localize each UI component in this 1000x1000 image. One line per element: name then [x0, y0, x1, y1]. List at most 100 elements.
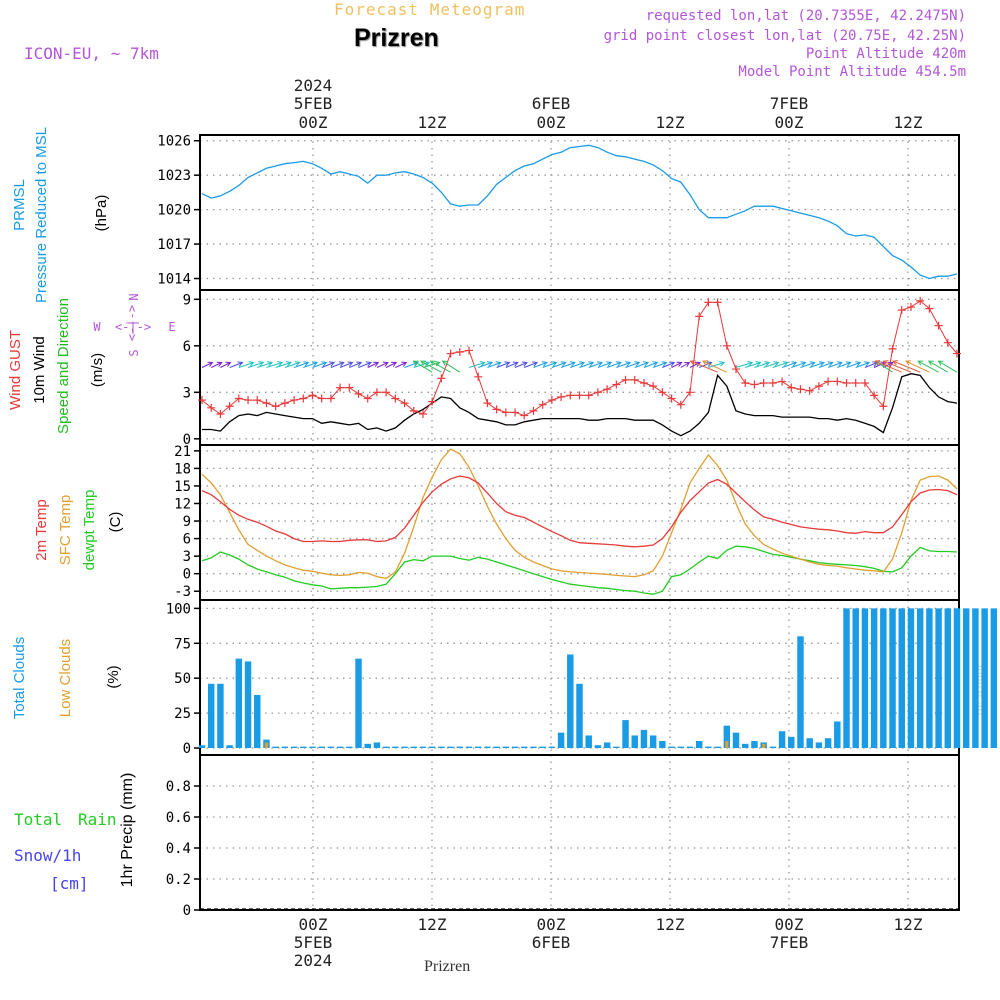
wind-arrow-head — [487, 361, 493, 367]
wind-arrow-head — [927, 360, 934, 366]
gust-marker — [879, 402, 888, 411]
gust-marker — [934, 321, 943, 330]
cloud-bar — [806, 738, 813, 749]
compass-south: S — [127, 349, 141, 356]
wind-direction-arrow — [800, 362, 815, 368]
wind-arrow-head — [321, 361, 328, 367]
wind-arrow-head — [237, 361, 244, 367]
gust-marker — [529, 406, 538, 415]
wind-direction-arrow — [201, 362, 213, 368]
wind-arrow-head — [479, 361, 486, 367]
wind-arrow-head — [684, 361, 691, 368]
wind-direction-arrow — [791, 362, 806, 368]
cloud-bar — [797, 636, 804, 749]
wind-arrow-head — [634, 361, 641, 367]
wind-direction-arrow — [597, 362, 612, 368]
low-cloud-bar — [762, 743, 766, 749]
cloud-bar — [898, 608, 905, 749]
gust-marker — [547, 396, 556, 405]
y-tick-label: 0 — [183, 432, 191, 448]
cloud-bar — [576, 683, 583, 749]
cloud-bar — [198, 745, 206, 749]
wind-direction-arrow — [772, 362, 788, 368]
gust-marker — [428, 397, 437, 406]
series-dewpt-temp — [201, 545, 958, 595]
gust-marker — [667, 394, 676, 403]
gust-marker — [953, 349, 961, 358]
wind-direction-arrow — [551, 362, 566, 368]
wind-direction-arrow — [883, 360, 912, 373]
y-tick-label: 75 — [174, 636, 191, 652]
y-tick-label: 0.6 — [166, 810, 191, 826]
wind-direction-arrow — [702, 360, 728, 373]
top-hour-label: 12Z — [656, 113, 685, 132]
cloud-bar — [603, 742, 611, 749]
wind-unit: (m/s) — [89, 353, 106, 387]
cloud-bar — [484, 746, 491, 749]
temp2m-label: 2m Temp — [33, 499, 50, 560]
model-point-altitude: Model Point Altitude 454.5m — [738, 64, 966, 80]
wind-arrow-head — [755, 361, 762, 367]
precip-unit: 1hr Precip (mm) — [119, 773, 136, 888]
wind-direction-arrow — [625, 362, 640, 368]
y-tick-label: -3 — [174, 584, 191, 600]
compass-north: N — [127, 293, 141, 300]
wind-direction-arrow — [652, 362, 667, 368]
wind-direction-arrow — [229, 362, 243, 368]
wind-arrow-head — [373, 361, 380, 367]
cloud-bar — [281, 746, 289, 749]
gust-marker — [768, 379, 777, 387]
wind-direction-arrow — [763, 362, 779, 368]
bottom-hour-label: 12Z — [894, 915, 923, 934]
wind-direction-arrow — [671, 362, 682, 368]
series-2m-temp — [201, 475, 958, 548]
wind-direction-arrow — [827, 362, 843, 368]
wind-direction-arrow — [524, 362, 538, 368]
model-name: ICON-EU, ~ 7km — [24, 44, 159, 63]
wind-arrow-head — [356, 361, 363, 367]
gust-marker — [584, 391, 593, 400]
wind-direction-arrow — [330, 362, 344, 368]
y-tick-label: 0.2 — [166, 872, 191, 888]
gust-marker — [418, 410, 427, 418]
series-sfc-temp — [201, 448, 958, 580]
wind-direction-arrow — [533, 362, 547, 368]
y-tick-label: 1023 — [157, 168, 191, 184]
bottom-date-label: 7FEB — [770, 933, 809, 952]
wind-arrow-head — [791, 361, 798, 367]
wind-direction-arrow — [708, 362, 725, 368]
gust-marker — [824, 377, 833, 386]
wind-direction-arrow — [385, 362, 397, 368]
gust-marker — [722, 341, 731, 350]
wind-arrow-head — [285, 361, 292, 367]
wind-direction-arrow — [349, 362, 362, 368]
wind-arrow-head — [809, 361, 816, 367]
cloud-bar — [364, 743, 371, 749]
wind-arrow-head — [579, 361, 586, 367]
gust-marker — [483, 399, 492, 408]
wind-direction-arrow — [413, 360, 433, 373]
cloud-bar — [217, 683, 224, 749]
y-tick-label: 6 — [183, 339, 191, 355]
wind-arrow-head — [773, 361, 780, 367]
station-title: Prizren — [354, 24, 439, 52]
gust-marker — [603, 385, 612, 394]
wind-arrow-head — [625, 361, 632, 367]
direction-label: Speed and Direction — [55, 298, 72, 434]
wind-direction-arrow — [284, 362, 300, 368]
bottom-hour-label: 12Z — [418, 915, 447, 934]
gust-marker — [833, 377, 842, 386]
cloud-bar — [254, 694, 261, 749]
y-tick-label: 0 — [183, 567, 191, 583]
wind-direction-arrow — [442, 360, 461, 373]
wind-direction-arrow — [496, 362, 510, 368]
y-tick-label: 1017 — [157, 237, 191, 253]
wind-arrow-head — [782, 361, 789, 367]
compass-axis-ns: <-|-> — [125, 305, 139, 341]
gust-marker — [437, 374, 446, 383]
wind-direction-arrow — [275, 362, 292, 368]
gust-marker — [326, 394, 335, 403]
gust-marker — [658, 388, 667, 397]
cloud-bar — [631, 735, 638, 749]
